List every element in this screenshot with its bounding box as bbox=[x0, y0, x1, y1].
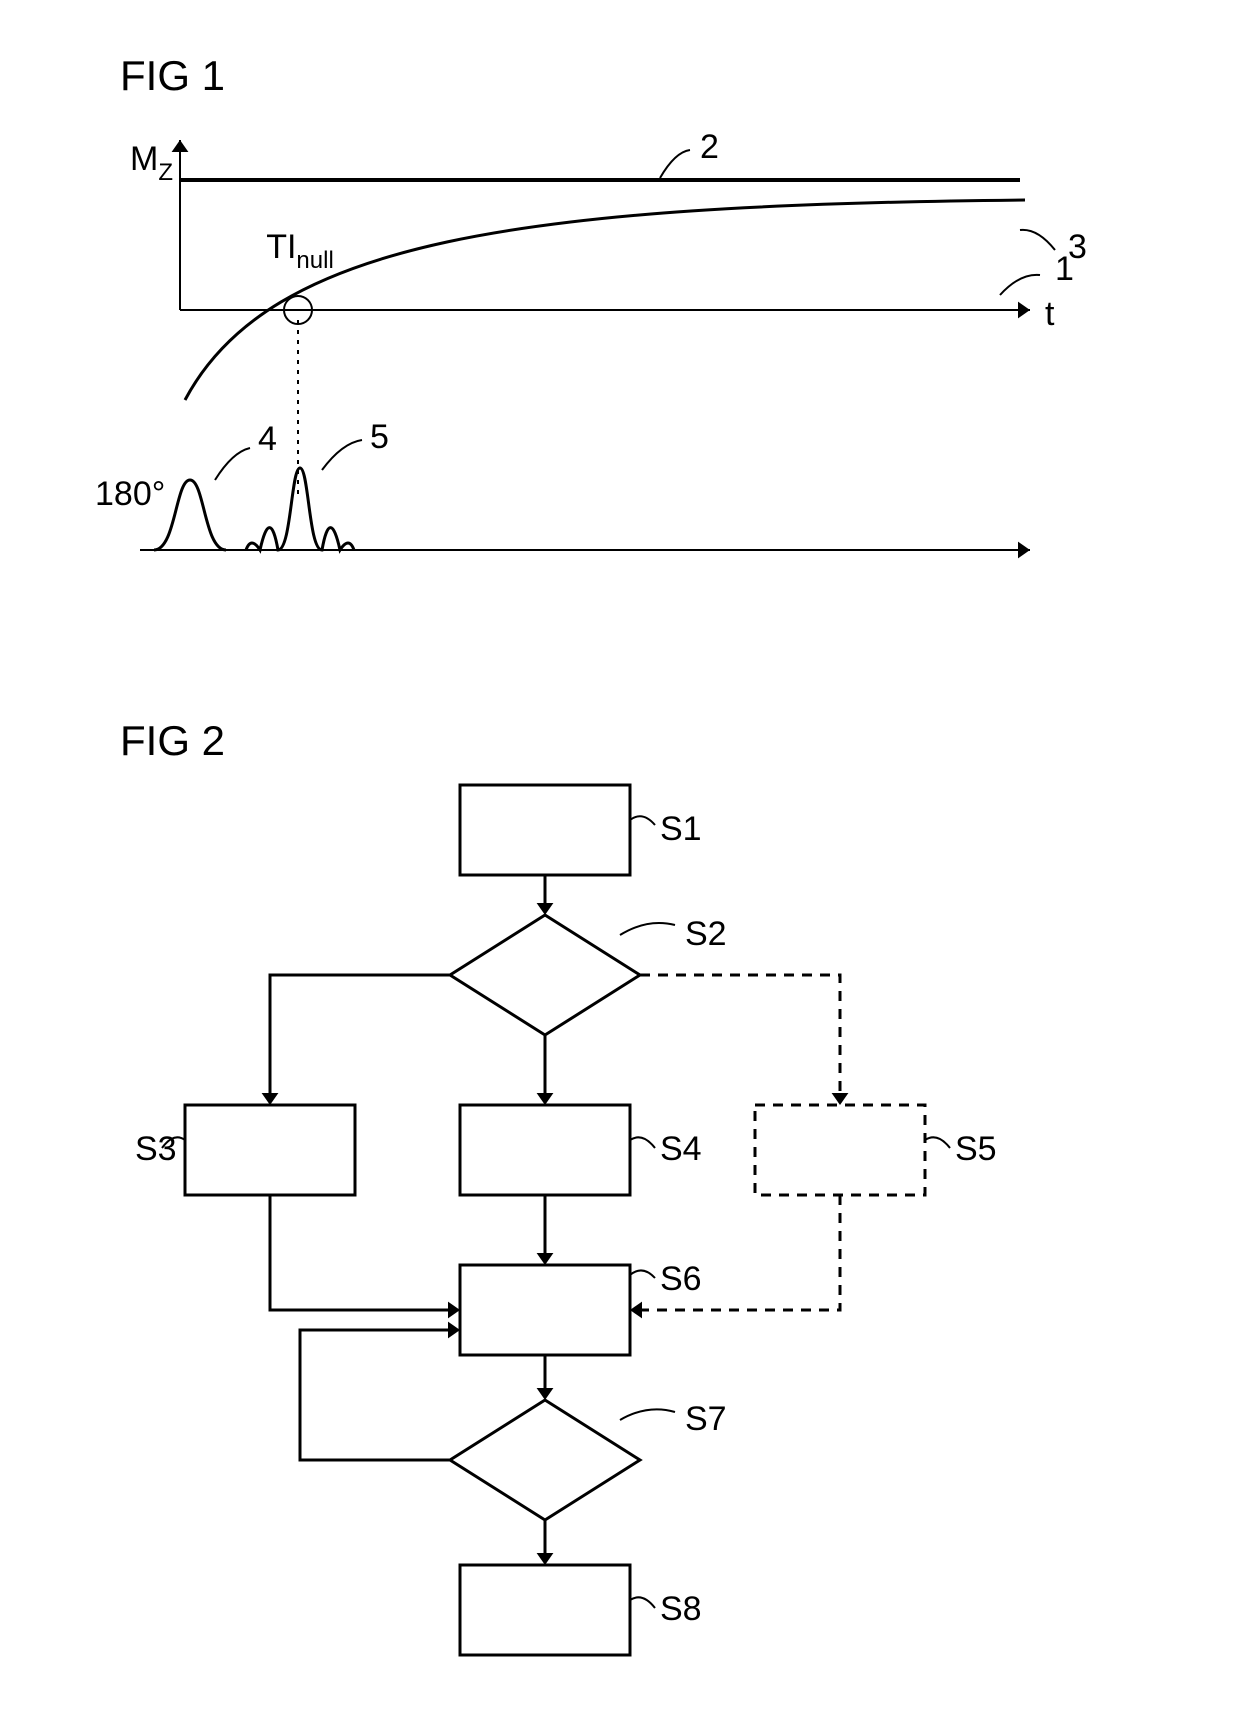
flow-label-S3: S3 bbox=[135, 1130, 177, 1168]
flow-rect bbox=[460, 1105, 630, 1195]
fig2-title: FIG 2 bbox=[120, 717, 225, 764]
flow-label-S2: S2 bbox=[685, 915, 727, 953]
flow-label-S4: S4 bbox=[660, 1130, 702, 1168]
flow-label-S8: S8 bbox=[660, 1590, 702, 1628]
deg-180-label: 180° bbox=[95, 475, 165, 513]
flow-diamond bbox=[450, 915, 640, 1035]
flow-label-S1: S1 bbox=[660, 810, 702, 848]
ref-5: 5 bbox=[370, 418, 389, 456]
flow-label-S6: S6 bbox=[660, 1260, 702, 1298]
flow-diamond bbox=[450, 1400, 640, 1520]
flow-rect bbox=[460, 785, 630, 875]
flow-rect bbox=[755, 1105, 925, 1195]
t-label: t bbox=[1045, 295, 1055, 333]
flow-rect bbox=[460, 1565, 630, 1655]
fig1-title: FIG 1 bbox=[120, 52, 225, 99]
flow-label-S5: S5 bbox=[955, 1130, 997, 1168]
ref-2: 2 bbox=[700, 128, 719, 166]
flow-rect bbox=[460, 1265, 630, 1355]
recovery-curve bbox=[185, 200, 1025, 400]
pulse-sinc bbox=[246, 468, 354, 550]
ti-null-label: TInull bbox=[266, 228, 334, 274]
ref-4: 4 bbox=[258, 420, 277, 458]
ref-3: 3 bbox=[1068, 228, 1087, 266]
flow-rect bbox=[185, 1105, 355, 1195]
flow-label-S7: S7 bbox=[685, 1400, 727, 1438]
mz-label: MZ bbox=[130, 140, 173, 186]
